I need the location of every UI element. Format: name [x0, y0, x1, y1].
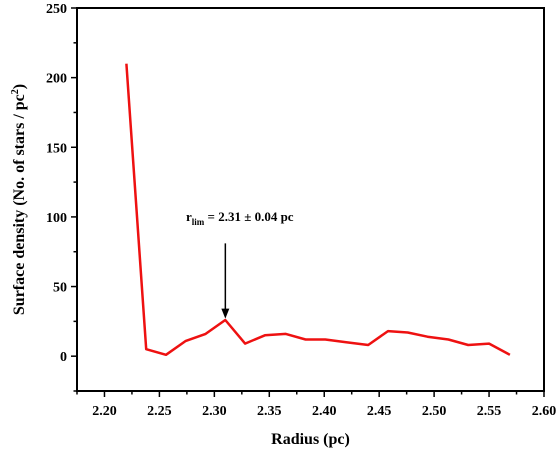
x-tick-label: 2.40 — [312, 404, 337, 419]
x-tick-label: 2.30 — [202, 404, 227, 419]
x-tick-label: 2.25 — [147, 404, 172, 419]
x-tick-label: 2.45 — [367, 404, 392, 419]
y-tick-label: 250 — [46, 2, 67, 17]
ticks: 2.20 2.25 2.30 2.35 2.40 2.45 2.50 2.55 2.60 0 50 1… — [46, 2, 556, 419]
x-axis-label: Radius (pc) — [271, 431, 350, 448]
y-axis-label: Surface density (No. of stars / pc2) — [10, 84, 28, 315]
y-tick-label: 200 — [46, 72, 67, 87]
y-tick-label: 150 — [46, 141, 67, 156]
x-tick-label: 2.55 — [477, 404, 502, 419]
series — [125, 63, 511, 357]
x-tick-label: 2.20 — [92, 404, 117, 419]
x-tick-label: 2.60 — [532, 404, 557, 419]
annotation-text: rlim = 2.31 ± 0.04 pc — [186, 209, 294, 227]
annotation-arrow-head — [221, 308, 230, 319]
y-tick-label: 100 — [46, 211, 67, 226]
axes — [76, 7, 545, 392]
series-line — [125, 63, 511, 357]
y-tick-label: 50 — [53, 281, 67, 296]
plot-frame — [76, 7, 545, 392]
x-tick-label: 2.35 — [257, 404, 282, 419]
x-tick-label: 2.50 — [422, 404, 447, 419]
y-tick-label: 0 — [60, 350, 67, 365]
annotation: rlim = 2.31 ± 0.04 pc — [186, 209, 294, 319]
